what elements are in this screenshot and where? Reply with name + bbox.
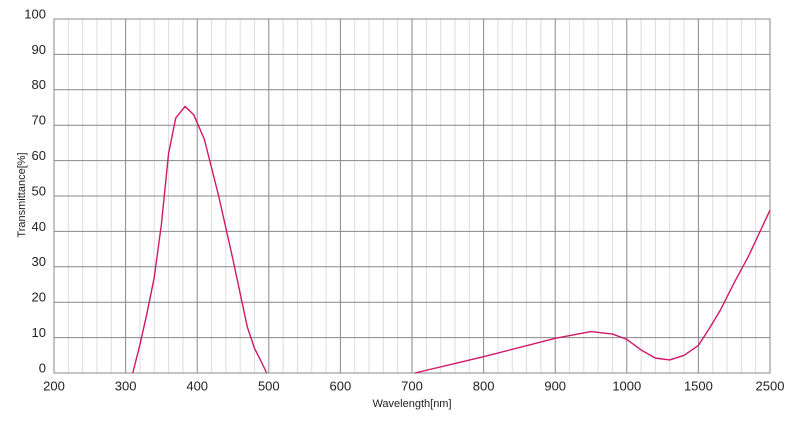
x-tick-label: 1000 [612, 378, 641, 393]
x-tick-label: 1500 [684, 378, 713, 393]
y-tick-label: 100 [24, 6, 46, 21]
y-tick-label: 10 [32, 325, 46, 340]
x-tick-label: 2500 [756, 378, 785, 393]
y-tick-label: 80 [32, 77, 46, 92]
y-axis-title: Transmittance[%] [16, 152, 28, 237]
x-tick-label: 700 [401, 378, 423, 393]
y-tick-label: 90 [32, 42, 46, 57]
x-tick-label: 600 [330, 378, 352, 393]
x-tick-label: 400 [186, 378, 208, 393]
y-tick-label: 30 [32, 254, 46, 269]
y-tick-label: 40 [32, 219, 46, 234]
y-tick-label: 0 [39, 360, 46, 375]
x-tick-label: 800 [473, 378, 495, 393]
plot-frame [53, 18, 771, 374]
y-tick-label: 70 [32, 113, 46, 128]
x-axis-title: Wavelength[nm] [372, 398, 451, 410]
y-tick-label: 50 [32, 183, 46, 198]
y-tick-label: 60 [32, 148, 46, 163]
x-tick-label: 900 [544, 378, 566, 393]
x-tick-label: 200 [43, 378, 65, 393]
x-tick-label: 500 [258, 378, 280, 393]
x-tick-label: 300 [115, 378, 137, 393]
series-line [132, 105, 771, 374]
y-tick-label: 20 [32, 290, 46, 305]
